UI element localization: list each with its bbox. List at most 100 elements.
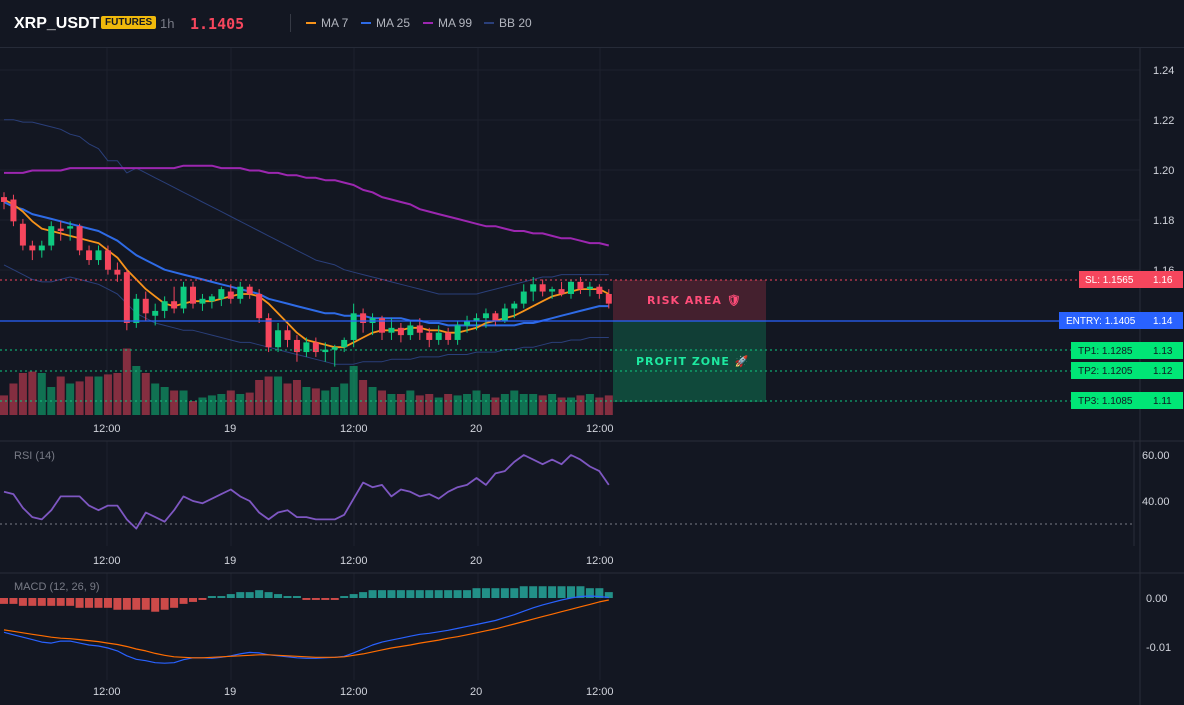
macd-hist-bar <box>122 598 131 610</box>
macd-hist-bar <box>463 590 472 598</box>
candle-body <box>180 286 187 309</box>
legend-ma99-label: MA 99 <box>438 16 473 30</box>
macd-hist-bar <box>425 590 434 598</box>
risk-area-box <box>613 280 766 321</box>
volume-bar <box>170 390 179 415</box>
legend-ma7[interactable]: MA 7 <box>306 16 348 30</box>
candle-body <box>558 289 565 294</box>
price-tick: 1.18 <box>1153 215 1174 227</box>
entry-tag-label: ENTRY: 1.1405 <box>1066 316 1136 327</box>
volume-bar <box>179 390 188 415</box>
candle-body <box>454 325 461 340</box>
candle-body <box>95 250 102 261</box>
time-label: 12:00 <box>340 686 368 698</box>
volume-bar <box>378 390 386 415</box>
tp2-tag-value-bg <box>1141 362 1183 379</box>
candle-body <box>190 286 196 304</box>
legend-ma7-label: MA 7 <box>321 16 349 30</box>
candle-body <box>1 197 7 202</box>
candle-body <box>407 325 414 336</box>
macd-hist-bar <box>321 598 330 600</box>
entry-tag-value: 1.14 <box>1153 316 1173 327</box>
volume-bar <box>56 376 65 415</box>
volume-bar <box>245 392 254 415</box>
candle-body <box>379 318 385 333</box>
bollinger-bands <box>3 119 609 365</box>
time-label: 19 <box>224 423 236 435</box>
volume-bar <box>66 383 75 415</box>
bb-lower-line <box>3 264 609 365</box>
trade-zones: RISK AREA 🛡 PROFIT ZONE 🚀 <box>613 280 766 402</box>
rsi-line <box>3 454 610 530</box>
macd-hist-bar <box>567 586 575 598</box>
candle-body <box>265 318 272 348</box>
volume-bar <box>94 376 103 415</box>
header-divider <box>290 14 291 32</box>
time-axis-rsi[interactable]: 12:00 19 12:00 20 12:00 <box>93 555 614 567</box>
candle-body <box>605 293 612 304</box>
macd-hist-bar <box>557 586 566 598</box>
time-axis-macd[interactable]: 12:00 19 12:00 20 12:00 <box>93 686 614 698</box>
candle-body <box>303 342 310 353</box>
candle-body <box>473 318 480 321</box>
moving-averages <box>3 164 610 349</box>
macd-hist-bar <box>434 590 443 598</box>
macd-hist-bar <box>500 588 509 598</box>
candle-body <box>464 320 471 326</box>
time-label: 12:00 <box>586 686 614 698</box>
macd-hist-bar <box>538 586 547 598</box>
volume-bar <box>396 394 405 415</box>
macd-hist-bar <box>340 596 349 598</box>
volume-bar <box>103 374 112 415</box>
rsi-title[interactable]: RSI (14) <box>14 450 55 462</box>
tp3-tag[interactable]: TP3: 1.1085 1.11 <box>1071 392 1183 409</box>
volume-bar <box>453 395 462 415</box>
candle-body <box>511 303 518 309</box>
candle-body <box>577 281 584 290</box>
tp1-tag-value: 1.13 <box>1153 346 1173 357</box>
volume-bar <box>368 387 377 415</box>
sl-tag[interactable]: SL: 1.1565 1.16 <box>1079 271 1183 288</box>
macd-histogram <box>0 586 613 612</box>
candle-body <box>445 332 452 340</box>
tp1-tag[interactable]: TP1: 1.1285 1.13 <box>1071 342 1183 359</box>
volume-bar <box>236 394 245 415</box>
macd-hist-bar <box>0 598 8 604</box>
candle-body <box>482 313 489 319</box>
candle-body <box>57 228 64 232</box>
macd-hist-bar <box>264 592 273 598</box>
macd-hist-bar <box>378 590 386 598</box>
macd-hist-bar <box>151 598 160 612</box>
volume-bar <box>141 373 150 415</box>
entry-tag[interactable]: ENTRY: 1.1405 1.14 <box>1059 312 1183 329</box>
candle-body <box>530 284 537 292</box>
macd-hist-bar <box>368 590 377 598</box>
volume-bar <box>321 390 330 415</box>
macd-hist-bar <box>113 598 122 610</box>
tp2-tag[interactable]: TP2: 1.1205 1.12 <box>1071 362 1183 379</box>
bb20-swatch-icon <box>484 21 494 24</box>
profit-zone-box <box>613 321 766 402</box>
legend-ma99[interactable]: MA 99 <box>423 16 472 30</box>
time-axis-main[interactable]: 12:00 19 12:00 20 12:00 <box>93 423 614 435</box>
candle-body <box>520 291 527 304</box>
symbol-title[interactable]: XRP_USDT <box>14 15 100 32</box>
legend-ma25[interactable]: MA 25 <box>361 16 410 30</box>
volume-bar <box>576 395 585 415</box>
candle-body <box>322 349 329 353</box>
candle-body <box>388 327 395 333</box>
tp2-tag-label: TP2: 1.1205 <box>1078 366 1133 377</box>
macd-hist-bar <box>56 598 65 606</box>
macd-hist-bar <box>189 598 197 602</box>
interval-selector[interactable]: 1h <box>160 16 175 31</box>
candle-body <box>246 286 253 294</box>
candle-body <box>360 313 367 324</box>
macd-title[interactable]: MACD (12, 26, 9) <box>14 581 100 593</box>
price-axis[interactable]: 1.24 1.22 1.20 1.18 1.16 <box>1153 65 1174 277</box>
volume-bar <box>472 390 481 415</box>
candle-body <box>227 291 234 299</box>
volume-bar <box>207 395 216 415</box>
legend-bb20[interactable]: BB 20 <box>484 16 532 30</box>
macd-hist-bar <box>85 598 94 608</box>
